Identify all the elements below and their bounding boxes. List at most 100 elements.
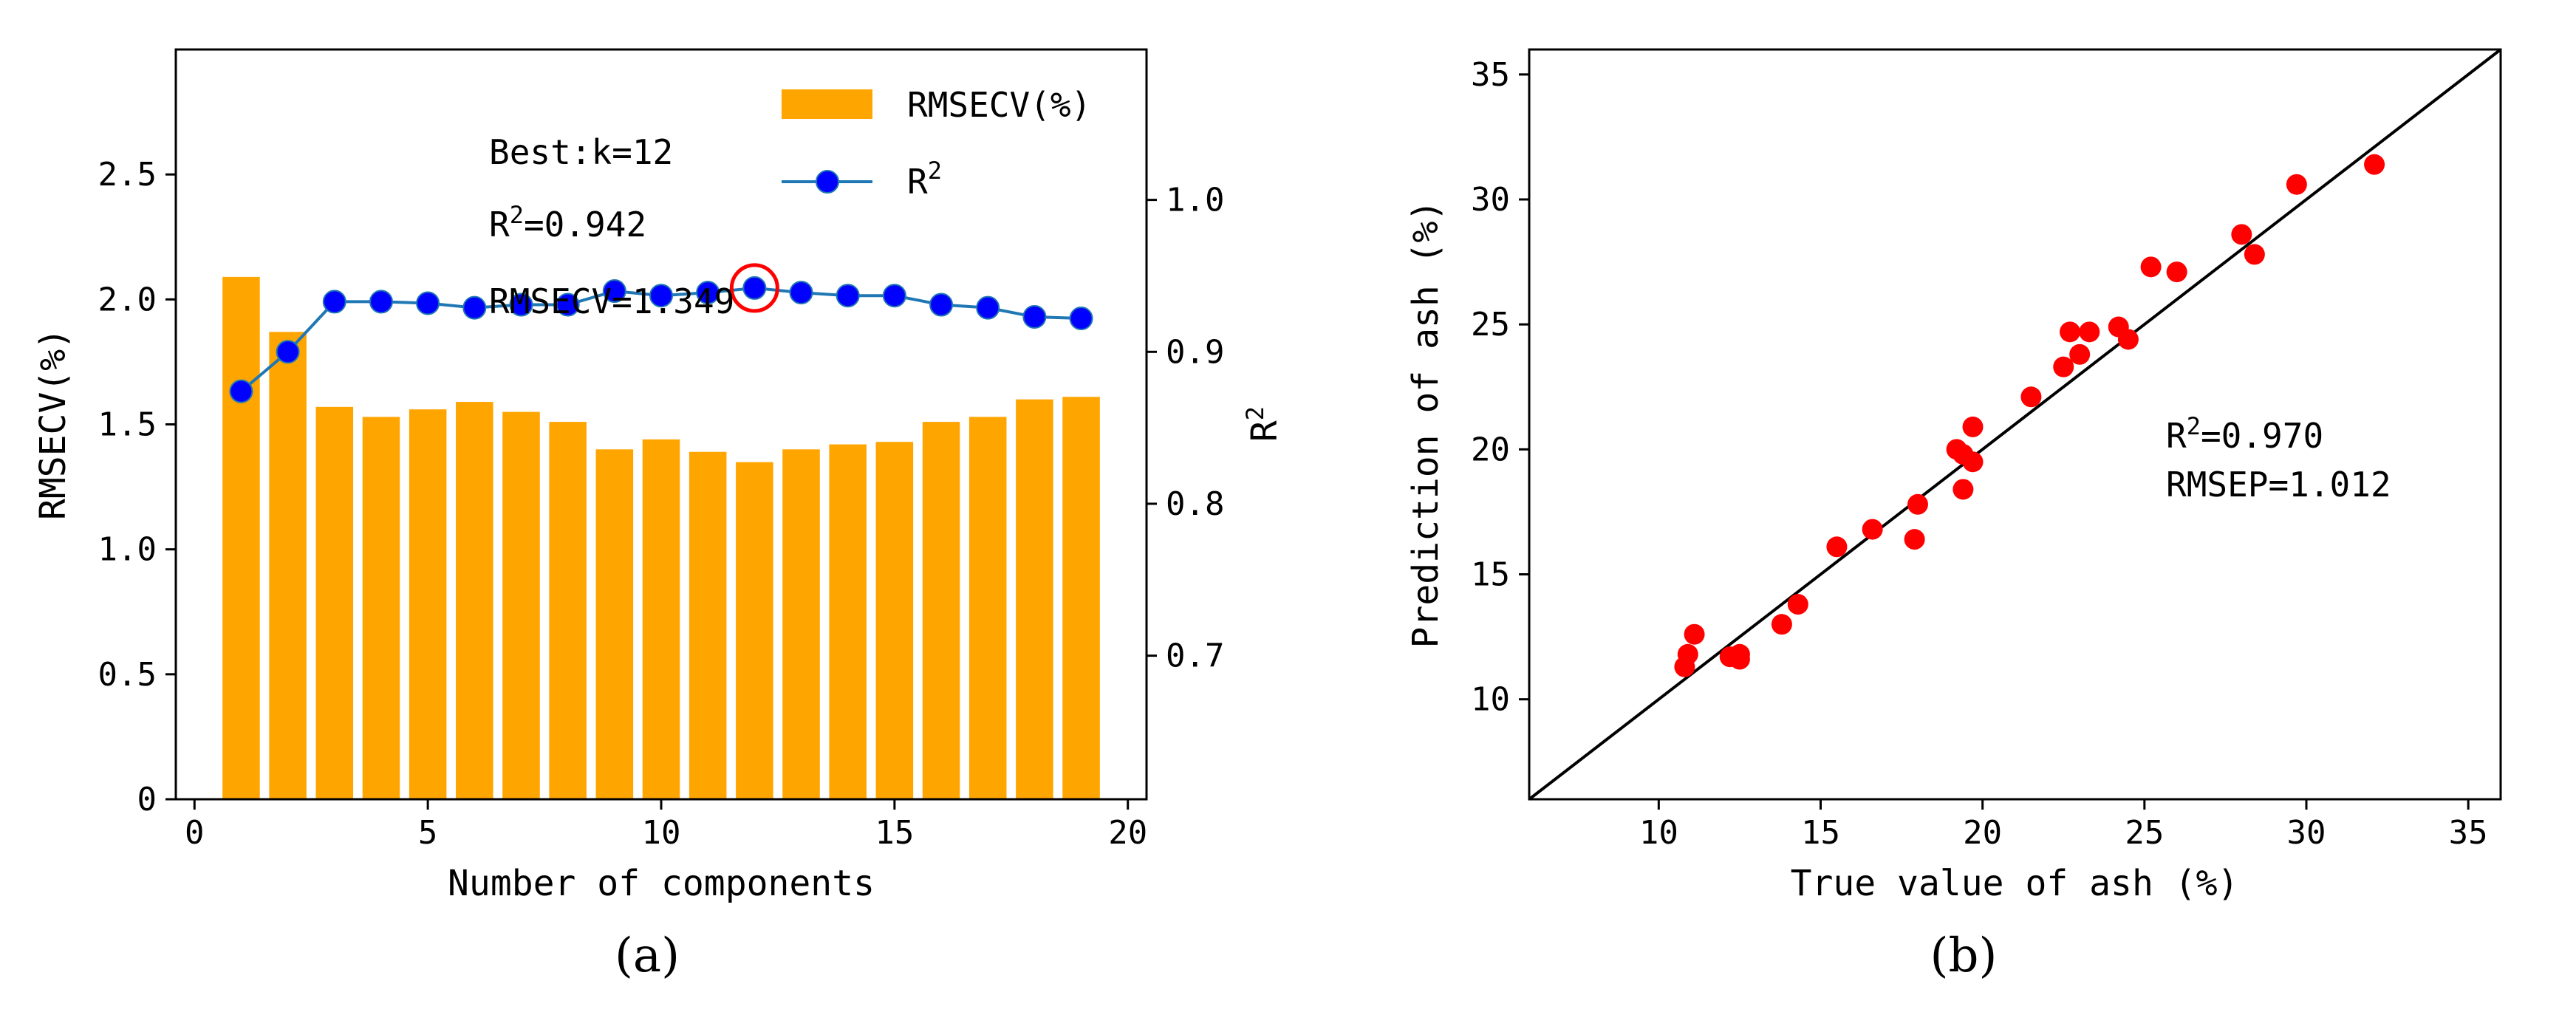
panel-a-ylabel: RMSECV(%) [33, 328, 74, 520]
x-tick-label: 25 [2125, 814, 2164, 852]
r2-point [1022, 304, 1047, 329]
scatter-point [1904, 529, 1925, 550]
rmsecv-bar [922, 422, 960, 799]
x-tick-label: 35 [2449, 814, 2488, 852]
r2-point [1069, 307, 1093, 331]
scatter-points [1674, 154, 2385, 677]
scatter-point [1907, 493, 1928, 515]
scatter-point [2053, 356, 2074, 377]
panel-a-caption: (a) [615, 929, 680, 983]
scatter-point [2079, 321, 2100, 343]
x-tick-label: 5 [418, 814, 438, 852]
panel-b-ylabel: Prediction of ash (%) [1405, 200, 1446, 649]
r2-point [976, 295, 1000, 320]
rmsecv-bar [782, 449, 820, 799]
rmsecv-bar [456, 402, 493, 799]
x-tick-label: 20 [1108, 814, 1147, 852]
rmsecv-bar [689, 451, 727, 799]
rmsecv-bar [595, 449, 634, 799]
panel-a-frame [174, 48, 1148, 801]
legend-marker-swatch [816, 170, 839, 194]
identity-line-path [1528, 48, 2502, 801]
panel-a: 0 5 10 15 20 0 0.5 1.0 1.5 2.0 2.5 0.7 0.8 0.9 1.0 RMS… [33, 48, 1285, 983]
scatter-point [1953, 479, 1974, 500]
y-tick-label: 30 [1471, 181, 1510, 219]
rmsep-annotation: RMSEP=1.012 [2166, 465, 2391, 505]
scatter-point [2069, 343, 2091, 365]
r2-point [929, 293, 954, 317]
rmsecv-bar [222, 276, 260, 800]
y2-tick-label: 0.8 [1166, 485, 1224, 523]
scatter-point [1962, 416, 1984, 437]
r2-point [276, 340, 300, 364]
scatter-point [2020, 386, 2042, 408]
rmsecv-bar [502, 411, 540, 799]
legend-rmsecv-label: RMSECV(%) [907, 85, 1091, 125]
rmsecv-bar [409, 409, 447, 799]
scatter-point [2117, 329, 2139, 350]
r2-point [369, 290, 393, 314]
y-tick-label: 15 [1471, 556, 1510, 594]
r2-point [742, 276, 767, 300]
y-tick-label: 35 [1471, 56, 1510, 94]
panel-a-xlabel: Number of components [448, 863, 875, 904]
r2-point [696, 281, 720, 305]
r2-point [882, 284, 906, 308]
x-tick-label: 10 [642, 814, 681, 852]
scatter-point [1677, 643, 1698, 665]
y-tick-label: 1.5 [98, 406, 157, 444]
scatter-point [2231, 224, 2252, 245]
scatter-point [2286, 174, 2307, 195]
y-tick-label: 1.0 [98, 531, 157, 569]
legend-bar-swatch [782, 89, 872, 119]
rmsecv-bar [315, 406, 354, 799]
y-tick-label: 20 [1471, 431, 1510, 468]
scatter-point [1826, 536, 1848, 558]
best-k-highlight-ring [729, 263, 779, 313]
rmsecv-bar [875, 442, 914, 799]
y-tick-label: 2.0 [98, 281, 157, 318]
panel-b-ticks: 10 15 20 25 30 35 10 15 20 25 30 35 [1471, 56, 2488, 852]
y-tick-label: 0 [137, 781, 157, 818]
r2-point [556, 293, 580, 317]
y2-tick-label: 0.7 [1166, 637, 1224, 675]
rmsecv-bars [222, 276, 1100, 800]
r2-point [462, 295, 487, 320]
r2-point [509, 293, 533, 317]
rmsecv-bar [362, 417, 400, 799]
rmsecv-bar [968, 417, 1007, 799]
panel-b: 10 15 20 25 30 35 10 15 20 25 30 35 R2=0.970 RMSEP=… [1405, 48, 2502, 983]
x-tick-label: 15 [1801, 814, 1840, 852]
x-tick-label: 30 [2287, 814, 2326, 852]
rmsecv-bar [736, 462, 773, 799]
scatter-point [1684, 623, 1705, 645]
best-r2-annotation: R2=0.942 [489, 201, 646, 245]
r2-line-series [229, 263, 1093, 403]
best-k-annotation: Best:k=12 [489, 132, 673, 172]
scatter-point [2060, 321, 2081, 343]
y-tick-label: 25 [1471, 306, 1510, 343]
x-tick-label: 10 [1639, 814, 1678, 852]
r2-point [602, 279, 626, 304]
y2-tick-label: 0.9 [1166, 333, 1224, 371]
panel-b-frame [1528, 48, 2502, 801]
r2-point [789, 281, 813, 305]
rmsecv-bar [1016, 399, 1053, 799]
r2-point [229, 379, 253, 403]
scatter-point [2140, 256, 2162, 278]
x-tick-label: 0 [185, 814, 205, 852]
y2-tick-label: 1.0 [1166, 182, 1224, 219]
rmsecv-bar [642, 439, 680, 799]
rmsecv-bar [829, 444, 867, 799]
x-tick-label: 15 [875, 814, 914, 852]
y-tick-label: 10 [1471, 681, 1510, 719]
r2-point [322, 290, 346, 314]
x-tick-label: 20 [1963, 814, 2002, 852]
r2-point [836, 284, 860, 308]
rmsecv-bar [1062, 397, 1100, 799]
r2-point [416, 291, 440, 315]
legend-r2-label: R2 [907, 157, 942, 202]
best-rmsecv-annotation: RMSECV=1.349 [489, 281, 734, 321]
